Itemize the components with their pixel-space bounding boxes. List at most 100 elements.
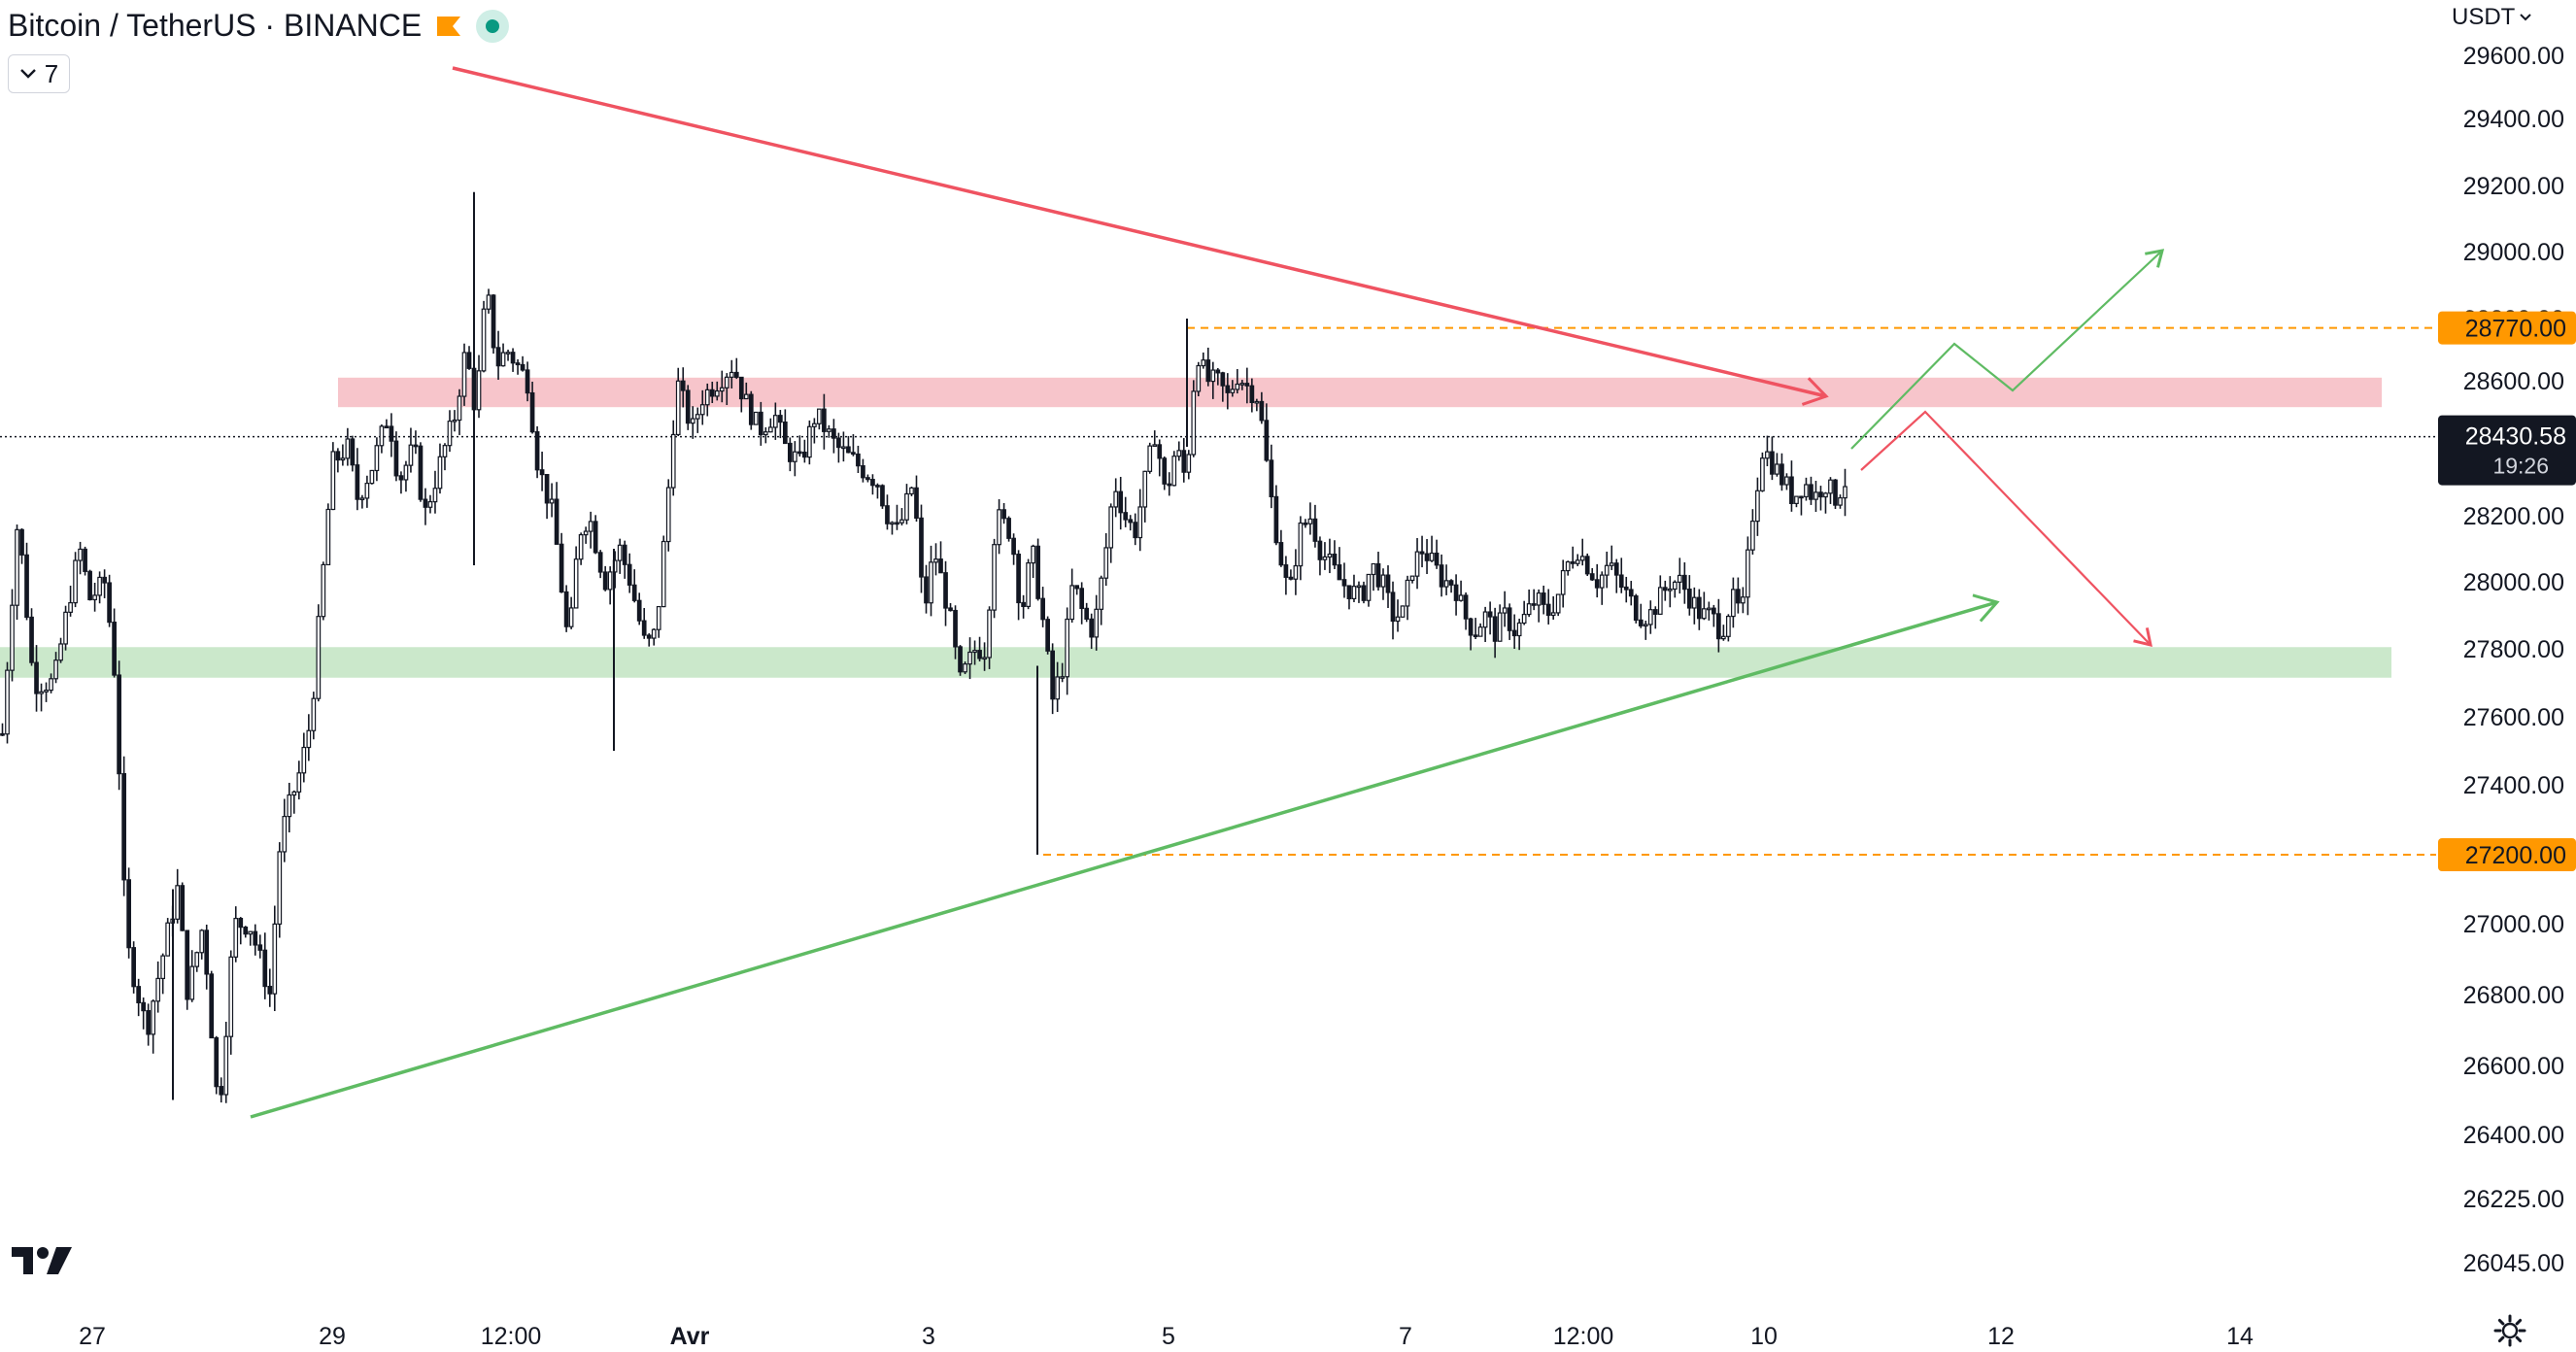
price-tick-label: 28000.00 (2463, 569, 2564, 596)
candle-body (267, 985, 273, 995)
candle (277, 842, 283, 938)
candle-body (831, 428, 836, 439)
candle-body (782, 421, 788, 445)
candle (1789, 460, 1794, 512)
candle-body (1065, 618, 1070, 678)
candle-body (87, 570, 92, 601)
candle (529, 381, 535, 434)
gear-icon[interactable] (2492, 1313, 2527, 1348)
candle (1055, 661, 1060, 713)
candle (146, 1003, 152, 1046)
candle (1628, 581, 1634, 606)
price-tick-label: 29400.00 (2463, 106, 2564, 133)
candle (554, 482, 559, 545)
candle (1001, 502, 1006, 524)
candle (495, 330, 501, 380)
candle (1667, 576, 1673, 608)
candle (520, 355, 525, 372)
candle (1652, 606, 1658, 629)
candle-body (1196, 364, 1202, 392)
candle-body (1137, 506, 1143, 539)
candle (1672, 580, 1678, 598)
candle-body (919, 517, 924, 578)
candle (851, 434, 856, 456)
candle (827, 424, 831, 438)
candle (1366, 573, 1372, 607)
candle-body (1652, 609, 1658, 615)
candle-body (1746, 549, 1750, 598)
candle-body (597, 552, 603, 573)
candle-body (1332, 553, 1338, 566)
candle-body (861, 465, 865, 479)
candle-body (1755, 490, 1760, 523)
tradingview-logo-icon[interactable] (12, 1243, 74, 1278)
candle-body (1171, 456, 1177, 487)
candle-body (573, 558, 579, 609)
candle (500, 343, 506, 367)
symbol-title[interactable]: Bitcoin / TetherUS · BINANCE (8, 8, 423, 43)
currency-selector[interactable]: USDT (2452, 4, 2532, 31)
price-tick-label: 28200.00 (2463, 503, 2564, 530)
candle (1094, 594, 1100, 651)
candle-body (223, 1035, 229, 1096)
candle-body (641, 620, 647, 636)
candle (24, 542, 29, 621)
candle (335, 448, 341, 473)
candle-body (1750, 520, 1755, 551)
candle (87, 569, 92, 601)
candle (1235, 368, 1240, 394)
candle (1531, 589, 1537, 611)
candle-body (141, 1001, 147, 1012)
candle-body (1497, 612, 1503, 642)
candle-body (1322, 556, 1328, 560)
interval-selector[interactable]: 7 (8, 54, 70, 93)
candle-body (272, 923, 278, 995)
candle-body (204, 930, 210, 975)
candle-body (1536, 592, 1542, 606)
candle (563, 585, 569, 632)
candle-body (1779, 463, 1784, 486)
candle-body (291, 791, 297, 796)
candle (1040, 587, 1045, 627)
candle-body (1789, 476, 1794, 505)
candle (194, 951, 200, 972)
candle-body (1400, 605, 1406, 618)
candle-body (767, 426, 773, 433)
candle (257, 934, 263, 959)
candle-body (15, 528, 19, 606)
candle (680, 367, 686, 408)
candle (972, 640, 977, 665)
candle-body (1721, 635, 1726, 640)
candle (1706, 601, 1712, 621)
candle-body (1823, 492, 1828, 498)
candle (1201, 352, 1206, 369)
candle-body (1239, 383, 1245, 386)
candle (49, 673, 53, 693)
candle (1701, 592, 1707, 621)
candle-body (1128, 519, 1134, 524)
candle-body (214, 1036, 220, 1088)
candle-body (865, 477, 870, 481)
candle-body (1657, 587, 1663, 615)
candle (209, 970, 215, 1039)
candle-body (1760, 457, 1765, 491)
candle-body (1089, 618, 1095, 638)
candle-body (1026, 562, 1031, 608)
candle (238, 917, 244, 945)
candle (389, 413, 394, 457)
bar-countdown: 19:26 (2492, 454, 2549, 479)
market-open-dot-icon[interactable] (476, 9, 510, 43)
candle-body (1613, 562, 1619, 576)
candle-body (476, 370, 482, 411)
candle-body (583, 530, 589, 536)
candle (1604, 551, 1610, 589)
candle-body (29, 616, 34, 663)
candle-body (340, 457, 346, 461)
candle-body (1293, 564, 1299, 580)
candle (1609, 545, 1614, 570)
candle-body (1375, 562, 1381, 588)
candle-body (1838, 496, 1843, 506)
candle (131, 941, 136, 994)
candle (262, 932, 268, 999)
